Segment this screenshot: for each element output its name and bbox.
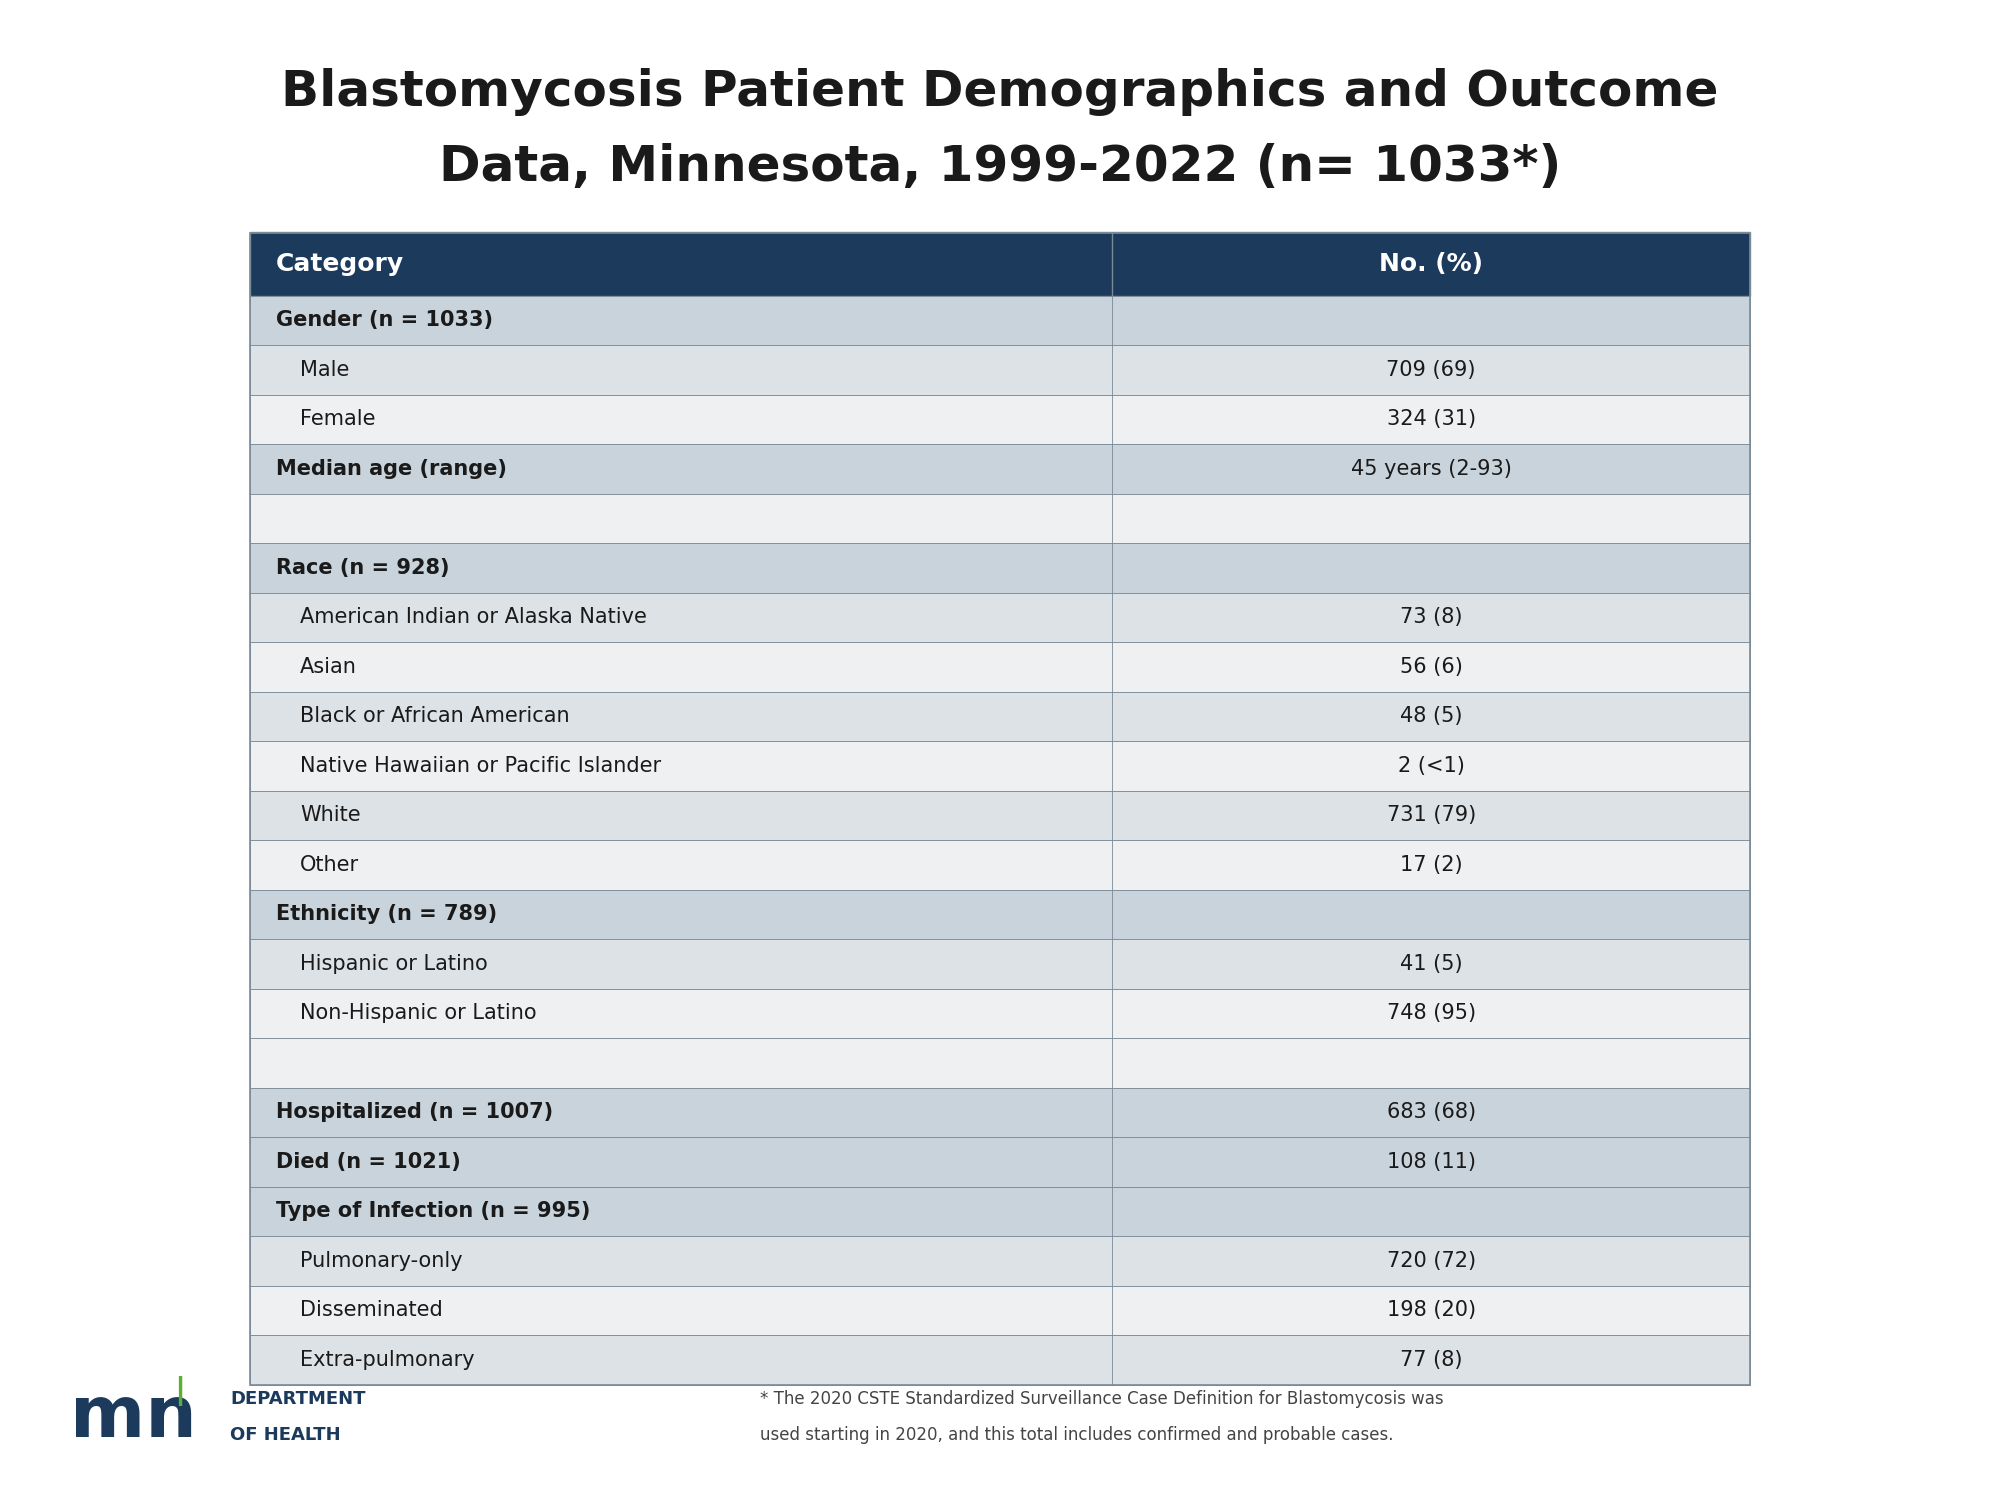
Text: |: | (174, 1376, 186, 1406)
Text: Gender (n = 1033): Gender (n = 1033) (276, 310, 492, 330)
Text: Blastomycosis Patient Demographics and Outcome: Blastomycosis Patient Demographics and O… (282, 68, 1718, 116)
Text: Data, Minnesota, 1999-2022 (n= 1033*): Data, Minnesota, 1999-2022 (n= 1033*) (438, 142, 1562, 190)
Text: White: White (300, 806, 360, 825)
Bar (250, 642, 1750, 692)
Text: mn: mn (70, 1383, 196, 1452)
Bar (250, 345, 1750, 394)
Bar (250, 692, 1750, 741)
Bar (250, 890, 1750, 939)
Text: 48 (5): 48 (5) (1400, 706, 1462, 726)
Text: 683 (68): 683 (68) (1386, 1102, 1476, 1122)
Bar (250, 840, 1750, 890)
Text: No. (%): No. (%) (1380, 252, 1484, 276)
Text: Disseminated: Disseminated (300, 1300, 442, 1320)
Text: * The 2020 CSTE Standardized Surveillance Case Definition for Blastomycosis was: * The 2020 CSTE Standardized Surveillanc… (760, 1390, 1444, 1408)
Bar (250, 1286, 1750, 1335)
Text: 45 years (2-93): 45 years (2-93) (1350, 459, 1512, 478)
Text: Black or African American: Black or African American (300, 706, 570, 726)
Text: Ethnicity (n = 789): Ethnicity (n = 789) (276, 904, 498, 924)
Bar (250, 592, 1750, 642)
Text: American Indian or Alaska Native: American Indian or Alaska Native (300, 608, 646, 627)
Bar (250, 1038, 1750, 1088)
Text: 720 (72): 720 (72) (1386, 1251, 1476, 1270)
Text: 709 (69): 709 (69) (1386, 360, 1476, 380)
Bar (250, 543, 1750, 592)
Bar (250, 444, 1750, 494)
Bar (250, 988, 1750, 1038)
Text: 198 (20): 198 (20) (1386, 1300, 1476, 1320)
Text: 108 (11): 108 (11) (1386, 1152, 1476, 1172)
Text: Hospitalized (n = 1007): Hospitalized (n = 1007) (276, 1102, 554, 1122)
Text: DEPARTMENT: DEPARTMENT (230, 1390, 366, 1408)
Text: 748 (95): 748 (95) (1386, 1004, 1476, 1023)
Text: 2 (<1): 2 (<1) (1398, 756, 1464, 776)
Text: Asian: Asian (300, 657, 356, 676)
Text: 731 (79): 731 (79) (1386, 806, 1476, 825)
Text: 77 (8): 77 (8) (1400, 1350, 1462, 1370)
Text: Female: Female (300, 410, 376, 429)
Bar (250, 394, 1750, 444)
Text: Median age (range): Median age (range) (276, 459, 506, 478)
Bar (250, 939, 1750, 988)
Bar (250, 494, 1750, 543)
Text: 17 (2): 17 (2) (1400, 855, 1462, 874)
Bar (250, 296, 1750, 345)
Text: OF HEALTH: OF HEALTH (230, 1426, 340, 1444)
Text: 56 (6): 56 (6) (1400, 657, 1462, 676)
Text: 73 (8): 73 (8) (1400, 608, 1462, 627)
Text: Other: Other (300, 855, 360, 874)
Bar (250, 1186, 1750, 1236)
Text: Died (n = 1021): Died (n = 1021) (276, 1152, 460, 1172)
Bar (250, 1236, 1750, 1286)
Text: used starting in 2020, and this total includes confirmed and probable cases.: used starting in 2020, and this total in… (760, 1426, 1394, 1444)
Bar (250, 232, 1750, 296)
Text: Category: Category (276, 252, 404, 276)
Text: Male: Male (300, 360, 350, 380)
Text: Extra-pulmonary: Extra-pulmonary (300, 1350, 474, 1370)
Text: Hispanic or Latino: Hispanic or Latino (300, 954, 488, 974)
Text: Native Hawaiian or Pacific Islander: Native Hawaiian or Pacific Islander (300, 756, 662, 776)
Text: Type of Infection (n = 995): Type of Infection (n = 995) (276, 1202, 590, 1221)
Bar (250, 1335, 1750, 1384)
Text: Non-Hispanic or Latino: Non-Hispanic or Latino (300, 1004, 536, 1023)
Text: Pulmonary-only: Pulmonary-only (300, 1251, 462, 1270)
Bar (250, 232, 1750, 1384)
Text: Race (n = 928): Race (n = 928) (276, 558, 450, 578)
Text: 324 (31): 324 (31) (1386, 410, 1476, 429)
Bar (250, 741, 1750, 790)
Text: 41 (5): 41 (5) (1400, 954, 1462, 974)
Bar (250, 1088, 1750, 1137)
Bar (250, 790, 1750, 840)
Bar (250, 1137, 1750, 1186)
